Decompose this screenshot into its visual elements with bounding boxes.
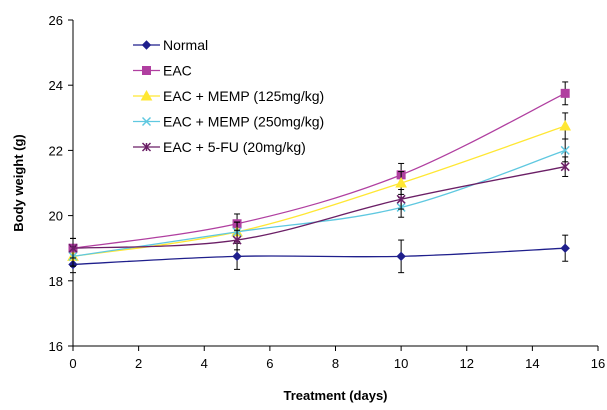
data-point: [68, 243, 78, 253]
x-tick-label: 12: [460, 356, 474, 371]
data-point: [559, 119, 572, 131]
legend-item: Normal: [133, 37, 208, 53]
x-tick-label: 2: [135, 356, 142, 371]
axes: [72, 20, 598, 347]
legend-marker: [140, 89, 153, 101]
marker-stroke: [560, 145, 570, 155]
x-tick-label: 6: [266, 356, 273, 371]
data-point: [560, 145, 570, 155]
legend-label: EAC + MEMP (250mg/kg): [163, 114, 324, 130]
series-1: [68, 81, 570, 259]
x-ticks: 0 2 4 6 8 10 12 14 16: [69, 346, 605, 371]
data-point: [232, 251, 242, 262]
legend-item: EAC + MEMP (250mg/kg): [133, 114, 324, 130]
y-tick-label: 22: [49, 143, 63, 158]
y-tick-label: 24: [49, 78, 63, 93]
legend: Normal EAC EAC + MEMP (125mg/kg) EAC + MEMP…: [133, 37, 324, 155]
x-tick-label: 14: [525, 356, 539, 371]
legend-item: EAC + MEMP (125mg/kg): [133, 88, 324, 104]
data-point: [560, 162, 570, 172]
series-line: [72, 247, 566, 266]
x-tick-label: 4: [201, 356, 208, 371]
legend-label: EAC: [163, 63, 192, 79]
series-layer: [67, 81, 572, 274]
x-axis-title: Treatment (days): [283, 388, 387, 403]
legend-item: EAC: [133, 63, 192, 79]
y-axis-title: Body weight (g): [11, 134, 26, 232]
series-line: [72, 92, 566, 249]
legend-marker: [141, 142, 152, 152]
data-point: [232, 235, 242, 245]
y-tick-label: 20: [49, 209, 63, 224]
series-line: [72, 166, 566, 249]
legend-marker: [141, 116, 152, 127]
legend-marker: [142, 66, 151, 75]
y-tick-label: 26: [49, 13, 63, 28]
data-point: [560, 88, 570, 98]
data-point: [395, 176, 407, 188]
series-2: [67, 112, 572, 267]
x-tick-label: 0: [69, 356, 76, 371]
marker-stroke: [141, 116, 152, 127]
legend-label: EAC + 5-FU (20mg/kg): [163, 139, 306, 155]
x-tick-label: 16: [591, 356, 605, 371]
data-point: [396, 194, 406, 204]
x-tick-label: 8: [332, 356, 339, 371]
x-tick-label: 10: [394, 356, 408, 371]
series-line: [72, 149, 566, 257]
data-point: [396, 251, 406, 262]
y-ticks: 16 18 20 22 24 26: [49, 13, 73, 354]
legend-marker: [141, 40, 152, 50]
legend-label: Normal: [163, 37, 208, 53]
legend-label: EAC + MEMP (125mg/kg): [163, 88, 324, 104]
y-tick-label: 16: [49, 339, 63, 354]
data-point: [560, 243, 570, 253]
y-tick-label: 18: [49, 274, 63, 289]
series-0: [68, 234, 570, 274]
series-4: [68, 156, 570, 259]
legend-item: EAC + 5-FU (20mg/kg): [133, 139, 306, 155]
